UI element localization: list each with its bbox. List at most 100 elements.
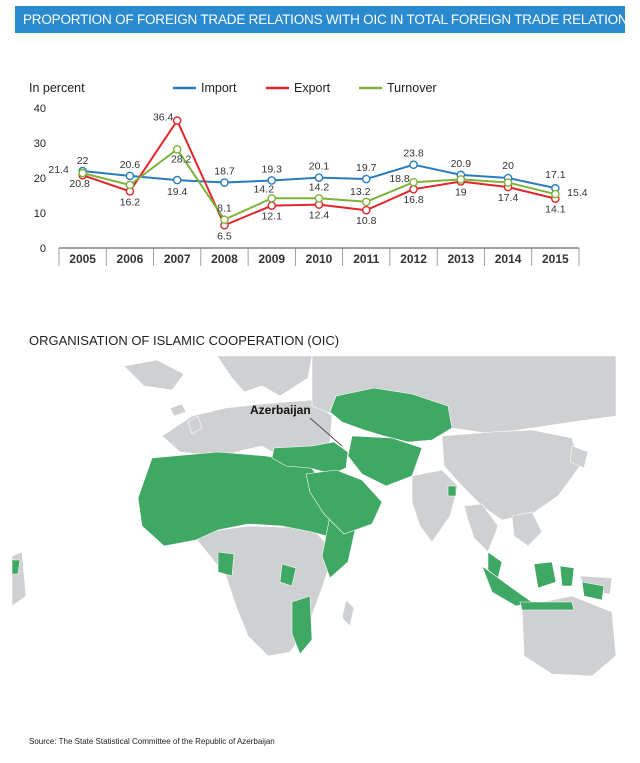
x-axis: 2005 2006 2007 2008 2009 2010 2011 2012 2013 2014… xyxy=(58,247,580,266)
oic-country-shape xyxy=(347,435,423,487)
data-label: 19.4 xyxy=(167,186,188,198)
country-shape xyxy=(521,595,616,677)
data-label: 20.1 xyxy=(309,161,330,173)
country-shape xyxy=(441,429,581,521)
data-label: 14.2 xyxy=(254,183,275,195)
data-point xyxy=(125,171,135,181)
x-tick-label: 2005 xyxy=(69,252,96,266)
data-label: 10.8 xyxy=(356,215,377,227)
data-label: 21.4 xyxy=(48,164,69,176)
data-label: 20.9 xyxy=(451,158,472,170)
x-tick-label: 2006 xyxy=(117,252,144,266)
x-tick-label: 2012 xyxy=(400,252,427,266)
data-point xyxy=(409,160,418,169)
x-tick-label: 2007 xyxy=(164,252,191,266)
country-shape xyxy=(123,359,185,391)
data-point xyxy=(78,168,87,178)
data-point xyxy=(314,173,324,182)
data-point xyxy=(361,205,371,215)
y-tick-label: 40 xyxy=(34,103,46,115)
legend-label: Import xyxy=(201,81,237,95)
series-layer xyxy=(78,116,560,230)
data-point xyxy=(172,175,182,185)
map-title: ORGANISATION OF ISLAMIC COOPERATION (OIC… xyxy=(29,333,340,348)
x-tick-label: 2014 xyxy=(495,252,522,266)
data-label: 16.8 xyxy=(403,194,424,206)
data-label: 18.8 xyxy=(389,173,410,185)
data-label: 12.1 xyxy=(262,211,283,223)
oic-country-shape xyxy=(12,559,21,575)
oic-country-shape xyxy=(329,387,453,443)
data-label: 23.8 xyxy=(403,148,424,160)
source-note: Source: The State Statistical Committee … xyxy=(29,737,275,746)
legend-label: Turnover xyxy=(387,81,437,95)
data-label: 8.1 xyxy=(217,203,232,215)
oic-country-shape xyxy=(559,565,575,587)
oic-country-shape xyxy=(581,581,605,601)
data-label: 13.2 xyxy=(350,186,371,198)
data-label: 36.4 xyxy=(153,112,174,124)
country-shape xyxy=(511,511,543,547)
data-label: 20.8 xyxy=(69,178,90,190)
data-point xyxy=(172,145,182,154)
y-tick-label: 20 xyxy=(34,173,46,185)
data-label: 19.3 xyxy=(262,163,283,175)
y-axis-title: In percent xyxy=(29,81,85,95)
chart-legend: Import Export Turnover xyxy=(173,81,437,95)
figure-title-banner: PROPORTION OF FOREIGN TRADE RELATIONS WI… xyxy=(15,6,625,33)
data-label: 16.2 xyxy=(120,196,141,208)
data-label: 20.6 xyxy=(120,159,141,171)
oic-country-shape xyxy=(481,565,533,607)
data-label: 17.4 xyxy=(498,192,519,204)
y-tick-label: 30 xyxy=(34,138,46,150)
x-tick-label: 2015 xyxy=(542,252,569,266)
data-label: 19 xyxy=(455,187,467,199)
country-shape xyxy=(191,525,335,657)
data-label: 6.5 xyxy=(217,230,232,242)
data-label: 15.4 xyxy=(567,187,588,199)
data-label: 17.1 xyxy=(545,169,566,181)
oic-member-map: Azerbaijan xyxy=(12,356,616,677)
data-point xyxy=(125,180,135,190)
x-tick-label: 2008 xyxy=(211,252,238,266)
oic-country-shape xyxy=(519,601,575,611)
data-point xyxy=(220,178,229,187)
data-point xyxy=(314,194,324,203)
data-label: 14.2 xyxy=(309,181,330,193)
oic-country-shape xyxy=(279,563,297,587)
legend-label: Export xyxy=(294,81,331,95)
data-label: 12.4 xyxy=(309,210,330,222)
data-label: 22 xyxy=(77,155,89,167)
oic-member-states xyxy=(12,387,605,655)
azerbaijan-callout-label: Azerbaijan xyxy=(250,403,311,417)
data-point xyxy=(456,175,466,184)
data-label: 19.7 xyxy=(356,162,377,174)
data-point xyxy=(503,178,513,187)
country-shape xyxy=(411,469,459,543)
y-axis: 0 10 20 30 40 xyxy=(34,103,46,255)
data-point xyxy=(409,177,418,187)
data-point xyxy=(361,197,371,207)
y-tick-label: 10 xyxy=(34,208,46,220)
country-shape xyxy=(569,445,589,469)
data-labels: 22 21.420.8 20.6 16.2 36.4 28.2 19.4 18.7 8.1 6.5… xyxy=(48,112,587,243)
data-label: 14.1 xyxy=(545,204,566,216)
oic-country-shape xyxy=(447,485,457,497)
oic-country-shape xyxy=(533,561,557,589)
data-point xyxy=(220,215,229,224)
y-tick-label: 0 xyxy=(40,243,46,255)
trade-proportion-line-chart: In percent Import Export Turnover 0 10 20 30 4… xyxy=(29,81,588,266)
country-shape xyxy=(187,415,203,435)
azerbaijan-callout-line xyxy=(309,417,343,447)
x-tick-label: 2013 xyxy=(447,252,474,266)
x-tick-label: 2011 xyxy=(353,252,379,266)
data-label: 18.7 xyxy=(214,166,235,178)
country-shape xyxy=(341,599,355,627)
oic-country-shape xyxy=(305,469,383,535)
country-shape xyxy=(216,356,313,397)
data-point xyxy=(361,174,371,184)
x-tick-label: 2010 xyxy=(306,252,333,266)
data-label: 20 xyxy=(502,160,514,172)
oic-country-shape xyxy=(217,551,235,577)
country-shape xyxy=(169,403,187,417)
